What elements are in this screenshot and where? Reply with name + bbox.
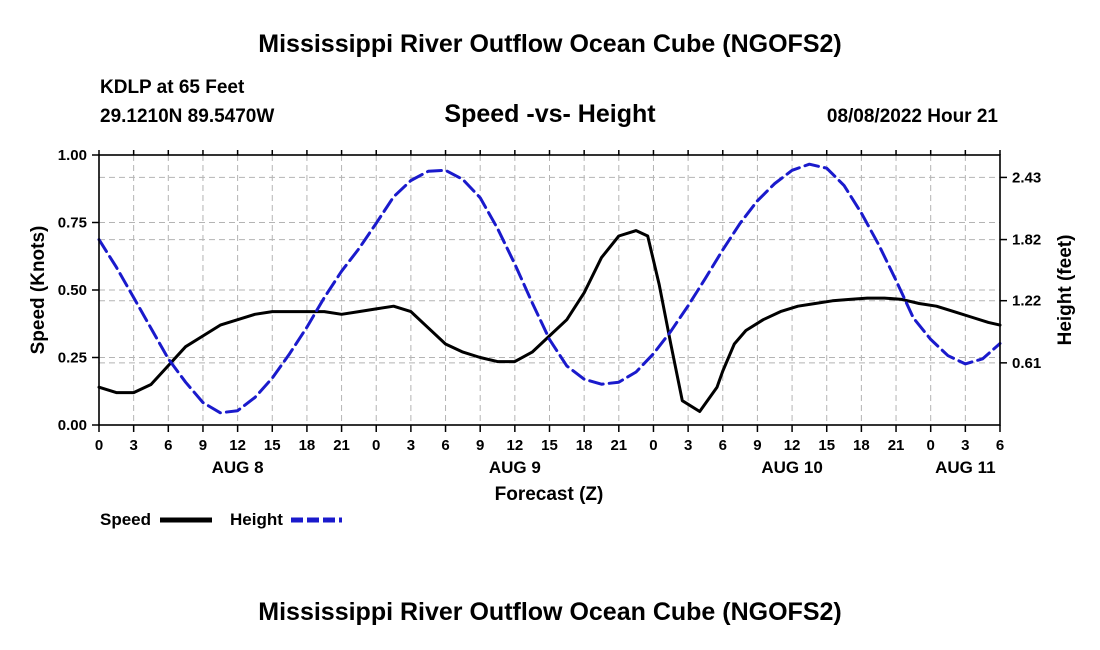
chart-title: Mississippi River Outflow Ocean Cube (NG… <box>258 30 842 58</box>
run-time-label: 08/08/2022 Hour 21 <box>826 106 998 127</box>
y2-tick-label: 0.61 <box>1012 355 1041 372</box>
station-label: KDLP at 65 Feet <box>100 77 245 98</box>
y-tick-label: 0.50 <box>58 282 87 299</box>
coordinates-label: 29.1210N 89.5470W <box>100 106 275 127</box>
y-tick-label: 0.00 <box>58 417 87 434</box>
x-tick-label: 3 <box>961 437 969 454</box>
x-tick-label: 15 <box>541 437 558 454</box>
y2-tick-label: 1.22 <box>1012 293 1041 310</box>
x-tick-label: 21 <box>610 437 627 454</box>
x-tick-label: 0 <box>927 437 935 454</box>
x-tick-label: 21 <box>333 437 350 454</box>
x-tick-label: 12 <box>507 437 524 454</box>
series-layer <box>97 162 1002 415</box>
chart-subtitle: Speed -vs- Height <box>444 100 656 128</box>
x-day-label: AUG 8 <box>212 458 264 477</box>
x-tick-label: 9 <box>199 437 207 454</box>
series-line-height <box>97 162 1002 415</box>
x-day-label: AUG 10 <box>761 458 822 477</box>
x-tick-label: 0 <box>649 437 657 454</box>
legend-speed-label: Speed <box>100 510 151 529</box>
x-tick-label: 18 <box>299 437 316 454</box>
x-tick-label: 6 <box>996 437 1004 454</box>
x-tick-label: 3 <box>407 437 415 454</box>
x-tick-label: 0 <box>372 437 380 454</box>
series-line-speed <box>97 229 1002 413</box>
axis-layer: 0 3 6 9 12 15 18 21 0 3 6 9 12 15 18 21 0 3 6 9 12 15 18 21 0 3 6A… <box>58 147 1041 477</box>
x-tick-label: 18 <box>853 437 870 454</box>
y2-tick-label: 2.43 <box>1012 169 1041 186</box>
x-tick-label: 12 <box>784 437 801 454</box>
x-axis-label: Forecast (Z) <box>495 484 604 505</box>
y-axis-label: Speed (Knots) <box>28 226 49 355</box>
x-tick-label: 6 <box>719 437 727 454</box>
x-tick-label: 15 <box>818 437 835 454</box>
x-tick-label: 3 <box>684 437 692 454</box>
y-tick-label: 0.25 <box>58 350 87 367</box>
x-tick-label: 21 <box>888 437 905 454</box>
legend: Speed Height <box>100 510 342 529</box>
y-tick-label: 1.00 <box>58 147 87 164</box>
y2-axis-label: Height (feet) <box>1055 235 1076 346</box>
x-tick-label: 9 <box>476 437 484 454</box>
x-tick-label: 9 <box>753 437 761 454</box>
x-tick-label: 12 <box>229 437 246 454</box>
x-tick-label: 15 <box>264 437 281 454</box>
x-day-label: AUG 9 <box>489 458 541 477</box>
x-tick-label: 18 <box>576 437 593 454</box>
x-day-label: AUG 11 <box>935 458 995 477</box>
x-tick-label: 6 <box>164 437 172 454</box>
x-tick-label: 0 <box>95 437 103 454</box>
footer-title: Mississippi River Outflow Ocean Cube (NG… <box>258 598 842 626</box>
grid-layer <box>99 155 1000 425</box>
y-tick-label: 0.75 <box>58 215 87 232</box>
x-tick-label: 6 <box>441 437 449 454</box>
x-tick-label: 3 <box>129 437 137 454</box>
legend-height-label: Height <box>230 510 283 529</box>
y2-tick-label: 1.82 <box>1012 232 1041 249</box>
speed-height-chart: 0 3 6 9 12 15 18 21 0 3 6 9 12 15 18 21 0 3 6 9 12 15 18 21 0 3 6A… <box>28 147 1076 529</box>
